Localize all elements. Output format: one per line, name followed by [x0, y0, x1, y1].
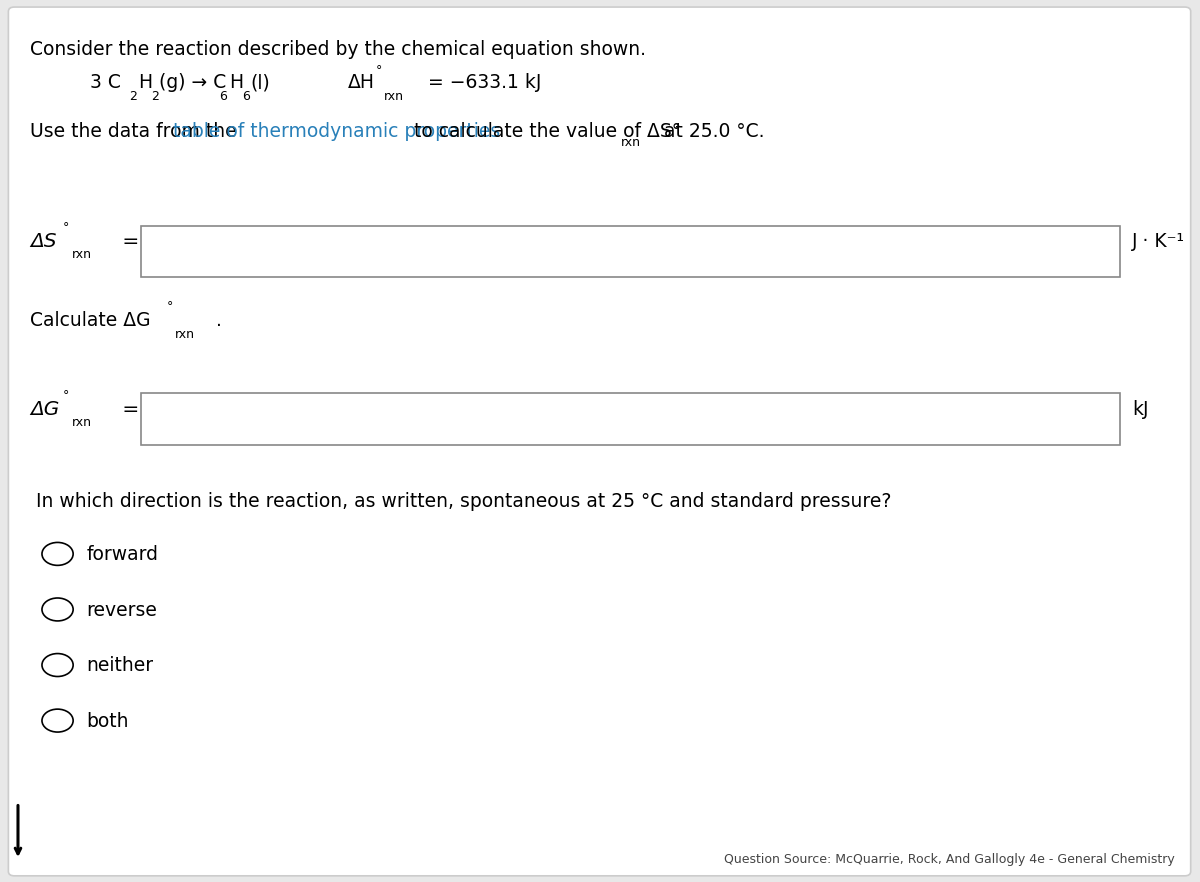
- Text: = −633.1 kJ: = −633.1 kJ: [422, 73, 541, 93]
- Text: rxn: rxn: [384, 90, 403, 102]
- Text: J · K⁻¹: J · K⁻¹: [1132, 232, 1184, 251]
- Text: H: H: [229, 73, 244, 93]
- Text: ΔH: ΔH: [348, 73, 374, 93]
- Text: .: .: [216, 311, 222, 331]
- Text: =: =: [116, 400, 139, 419]
- Text: rxn: rxn: [72, 249, 92, 261]
- Text: to calculate the value of ΔS°: to calculate the value of ΔS°: [408, 122, 680, 141]
- Circle shape: [42, 598, 73, 621]
- Text: =: =: [116, 232, 139, 251]
- Text: at 25.0 °C.: at 25.0 °C.: [659, 122, 764, 141]
- Text: °: °: [62, 389, 68, 401]
- Text: both: both: [86, 712, 128, 731]
- Text: Use the data from the: Use the data from the: [30, 122, 242, 141]
- Text: °: °: [62, 221, 68, 234]
- Circle shape: [42, 542, 73, 565]
- Circle shape: [42, 654, 73, 676]
- Circle shape: [42, 709, 73, 732]
- Text: (g) → C: (g) → C: [160, 73, 227, 93]
- Text: table of thermodynamic properties: table of thermodynamic properties: [173, 122, 500, 141]
- Text: neither: neither: [86, 656, 154, 676]
- Text: 3 C: 3 C: [90, 73, 121, 93]
- Text: reverse: reverse: [86, 601, 157, 620]
- Text: Question Source: McQuarrie, Rock, And Gallogly 4e - General Chemistry: Question Source: McQuarrie, Rock, And Ga…: [725, 853, 1175, 866]
- Text: rxn: rxn: [622, 137, 641, 149]
- Text: kJ: kJ: [1132, 400, 1148, 419]
- Text: 2: 2: [151, 90, 158, 102]
- Text: 2: 2: [130, 90, 137, 102]
- Text: 6: 6: [242, 90, 250, 102]
- Text: °: °: [167, 301, 173, 313]
- FancyBboxPatch shape: [142, 226, 1120, 277]
- Text: Consider the reaction described by the chemical equation shown.: Consider the reaction described by the c…: [30, 40, 646, 59]
- Text: H: H: [138, 73, 152, 93]
- Text: 6: 6: [220, 90, 227, 102]
- Text: °: °: [376, 64, 382, 77]
- Text: In which direction is the reaction, as written, spontaneous at 25 °C and standar: In which direction is the reaction, as w…: [36, 492, 892, 512]
- Text: rxn: rxn: [175, 328, 196, 340]
- Text: ΔG: ΔG: [30, 400, 59, 419]
- Text: forward: forward: [86, 545, 158, 564]
- Text: ΔS: ΔS: [30, 232, 56, 251]
- Text: (l): (l): [251, 73, 270, 93]
- FancyBboxPatch shape: [142, 393, 1120, 445]
- FancyBboxPatch shape: [8, 7, 1190, 876]
- Text: rxn: rxn: [72, 416, 92, 429]
- Text: Calculate ΔG: Calculate ΔG: [30, 311, 151, 331]
